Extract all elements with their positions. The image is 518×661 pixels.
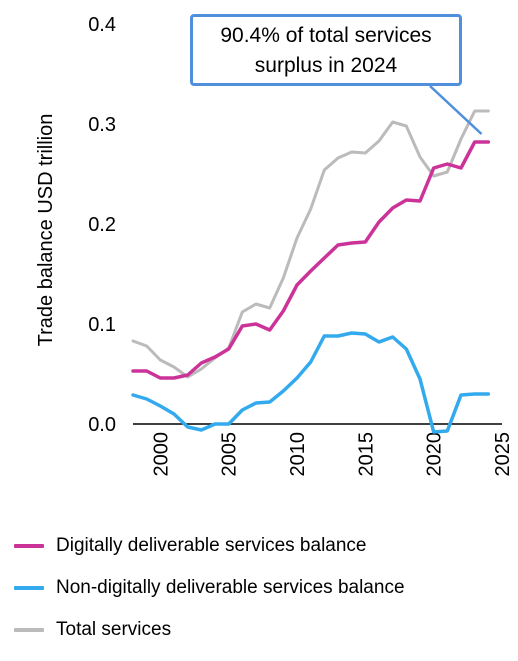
- legend-label-digital: Digitally deliverable services balance: [56, 535, 367, 556]
- y-tick-label: 0.2: [88, 214, 116, 236]
- x-tick-label: 2005: [219, 432, 241, 477]
- legend-item-total: Total services: [14, 619, 405, 641]
- legend-swatch-non-digital: [14, 586, 44, 590]
- digital-services-line: [131, 140, 491, 380]
- y-tick-label: 0.4: [88, 14, 116, 36]
- legend-label-non-digital: Non-digitally deliverable services balan…: [56, 577, 405, 598]
- x-tick-labels: 2000 2005 2010 2015 2020 2025: [150, 432, 514, 477]
- x-tick-label: 2015: [355, 432, 377, 477]
- annotation-text-line1: 90.4% of total services: [220, 24, 432, 47]
- legend-swatch-total: [14, 628, 44, 632]
- y-tick-label: 0.0: [88, 414, 116, 436]
- legend-label-total: Total services: [56, 619, 172, 640]
- legend-item-digital: Digitally deliverable services balance: [14, 535, 405, 557]
- annotation-connector: [429, 85, 483, 135]
- y-axis-label: Trade balance USD trillion: [35, 114, 57, 347]
- non-digital-services-line: [131, 331, 491, 434]
- y-tick-labels: 0.0 0.1 0.2 0.3 0.4: [88, 14, 116, 436]
- annotation-pointer-line: [429, 85, 483, 135]
- line-chart: Trade balance USD trillion 0.00.10.20.30…: [35, 14, 514, 477]
- x-tick-label: 2025: [492, 432, 514, 477]
- legend: Digitally deliverable services balance N…: [14, 535, 405, 661]
- x-tick-label: 2020: [424, 432, 446, 477]
- annotation-text-line2: surplus in 2024: [254, 54, 398, 77]
- y-tick-label: 0.1: [88, 314, 116, 336]
- y-tick-label: 0.3: [88, 114, 116, 136]
- legend-item-non-digital: Non-digitally deliverable services balan…: [14, 577, 405, 599]
- total-services-line: [131, 109, 490, 379]
- legend-swatch-digital: [14, 544, 44, 548]
- x-tick-label: 2010: [287, 432, 309, 477]
- x-tick-label: 2000: [150, 432, 172, 477]
- series-lines: [131, 109, 491, 434]
- annotation-callout: 90.4% of total services surplus in 2024: [190, 14, 462, 86]
